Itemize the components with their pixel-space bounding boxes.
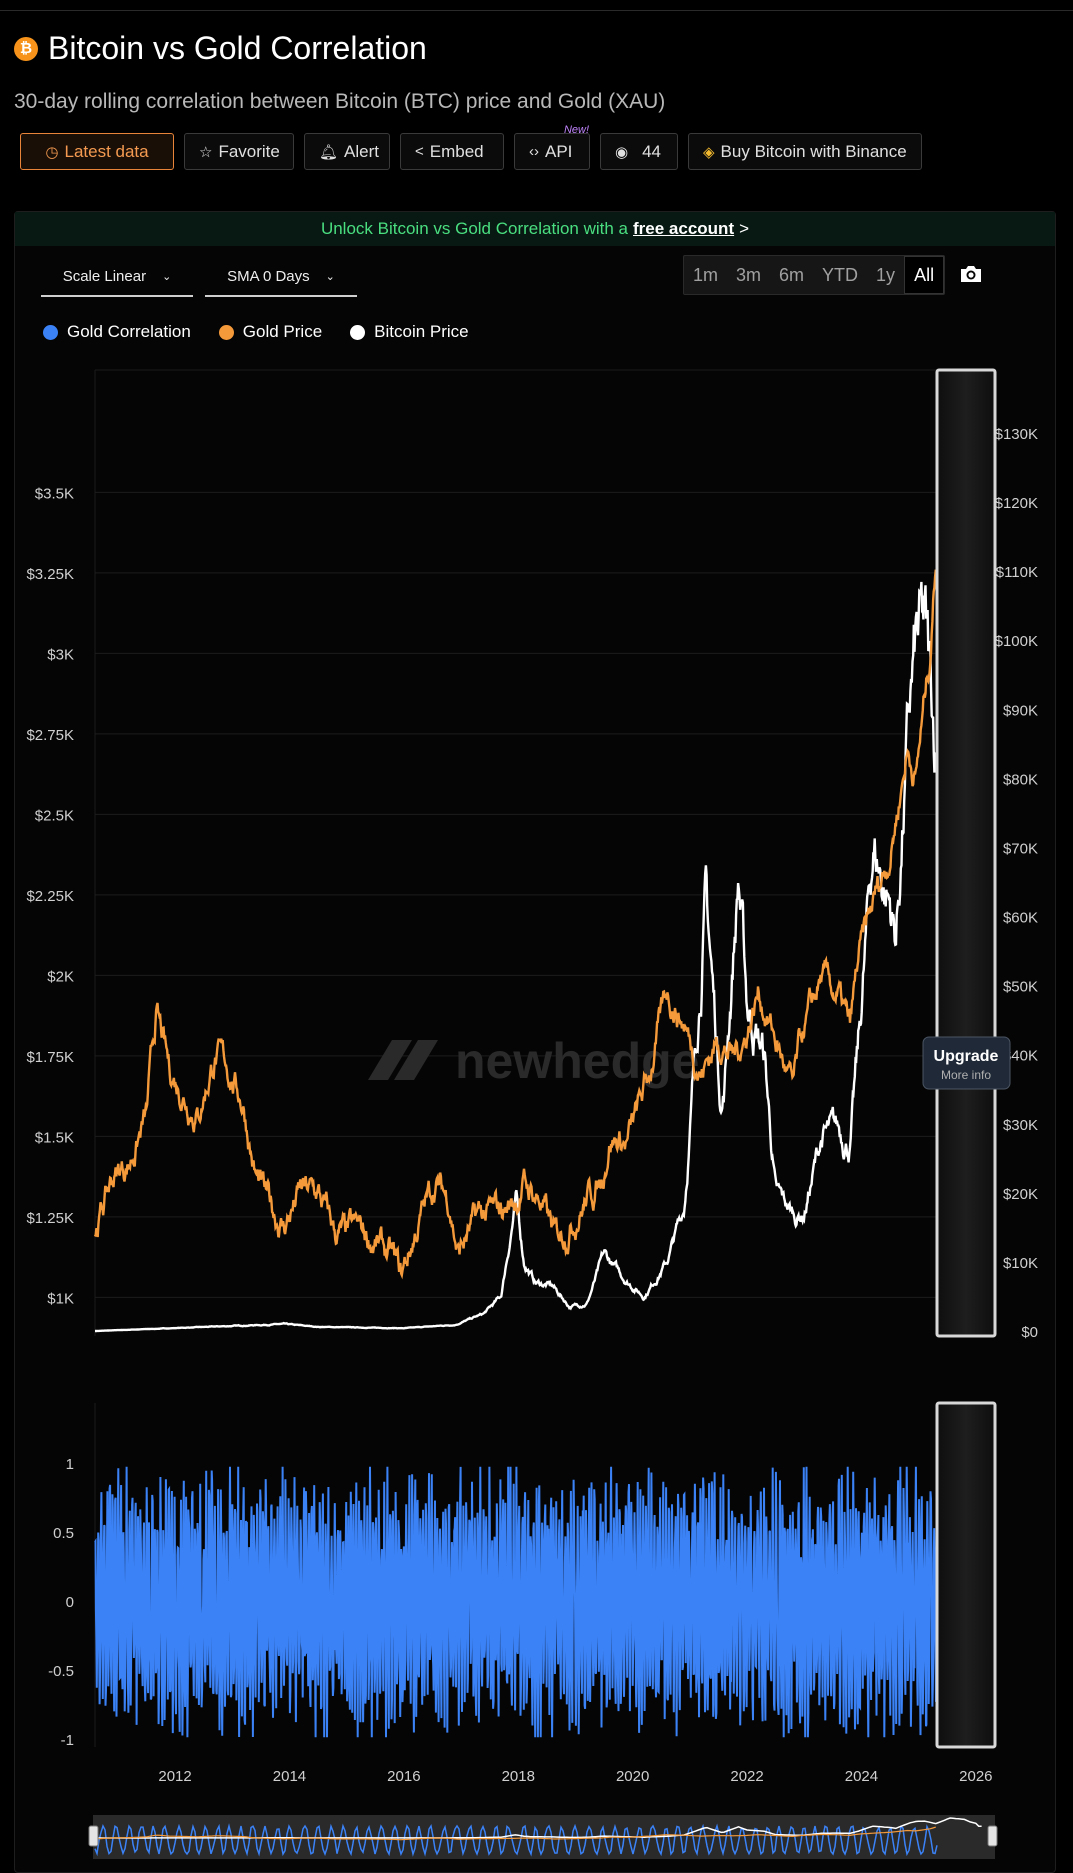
toolbar: ◷ Latest data ☆ Favorite 🔔︎ Alert < Embe… <box>20 124 922 170</box>
latest-data-label: Latest data <box>64 141 149 161</box>
page-subtitle: 30-day rolling correlation between Bitco… <box>14 90 666 113</box>
bell-icon: 🔔︎ <box>319 143 339 161</box>
camera-icon[interactable] <box>958 262 984 286</box>
alert-button[interactable]: 🔔︎ Alert <box>304 133 390 170</box>
title-row: ₿ Bitcoin vs Gold Correlation <box>14 30 427 67</box>
legend-dot <box>350 324 366 340</box>
bitcoin-icon: ₿ <box>14 36 38 61</box>
legend-label: Gold Correlation <box>67 322 191 341</box>
upgrade-badge[interactable]: Upgrade More info <box>922 1036 1011 1090</box>
embed-button[interactable]: < Embed <box>400 133 504 170</box>
favorite-label: Favorite <box>218 141 280 161</box>
legend-bitcoin-price[interactable]: Bitcoin Price <box>350 322 469 342</box>
range-3m[interactable]: 3m <box>736 264 762 285</box>
legend: Gold Correlation Gold Price Bitcoin Pric… <box>43 322 469 342</box>
upgrade-subtitle: More info <box>941 1068 991 1082</box>
page-title: Bitcoin vs Gold Correlation <box>48 30 427 66</box>
alert-label: Alert <box>344 141 380 161</box>
share-icon: < <box>415 143 424 160</box>
code-icon: ‹› <box>529 143 539 160</box>
range-6m[interactable]: 6m <box>779 264 805 285</box>
chevron-down-icon: ⌄ <box>162 270 172 283</box>
unlock-banner: Unlock Bitcoin vs Gold Correlation with … <box>15 212 1055 246</box>
range-selector: 1m 3m 6m YTD 1y All <box>683 255 946 295</box>
favorite-button[interactable]: ☆ Favorite <box>184 133 294 170</box>
api-new-tag: New! <box>563 124 589 136</box>
embed-label: Embed <box>429 141 484 161</box>
top-divider <box>0 10 1073 11</box>
chevron-right-icon: > <box>739 219 750 238</box>
latest-data-button[interactable]: ◷ Latest data <box>20 133 174 170</box>
scale-select-label: Scale Linear <box>62 267 147 285</box>
binance-icon: ◈ <box>703 143 715 161</box>
sma-select-label: SMA 0 Days <box>227 267 310 285</box>
legend-gold-price[interactable]: Gold Price <box>218 322 323 342</box>
legend-dot <box>218 324 234 340</box>
star-icon: ☆ <box>199 143 213 161</box>
range-1y[interactable]: 1y <box>876 264 896 285</box>
chevron-down-icon: ⌄ <box>325 270 335 283</box>
free-account-link[interactable]: free account <box>633 219 735 238</box>
binance-label: Buy Bitcoin with Binance <box>720 141 907 161</box>
chart-panel: Unlock Bitcoin vs Gold Correlation with … <box>14 211 1056 1873</box>
clock-icon: ◷ <box>45 143 59 161</box>
eye-icon: ◉ <box>615 143 629 161</box>
range-ytd[interactable]: YTD <box>822 264 859 285</box>
api-button[interactable]: New! ‹› API <box>514 124 590 170</box>
views-counter[interactable]: ◉ 44 <box>600 133 678 170</box>
sma-select[interactable]: SMA 0 Days ⌄ <box>205 257 357 297</box>
scale-select[interactable]: Scale Linear ⌄ <box>41 257 193 297</box>
binance-button[interactable]: ◈ Buy Bitcoin with Binance <box>688 133 922 170</box>
range-1m[interactable]: 1m <box>693 264 719 285</box>
views-count: 44 <box>642 141 662 161</box>
upgrade-title: Upgrade <box>934 1048 999 1065</box>
legend-gold-correlation[interactable]: Gold Correlation <box>43 322 191 342</box>
legend-label: Gold Price <box>242 322 323 341</box>
banner-text: Unlock Bitcoin vs Gold Correlation with … <box>320 219 629 238</box>
range-all[interactable]: All <box>904 256 945 294</box>
legend-dot <box>43 324 58 340</box>
api-label: API <box>545 141 573 161</box>
legend-label: Bitcoin Price <box>374 322 469 341</box>
